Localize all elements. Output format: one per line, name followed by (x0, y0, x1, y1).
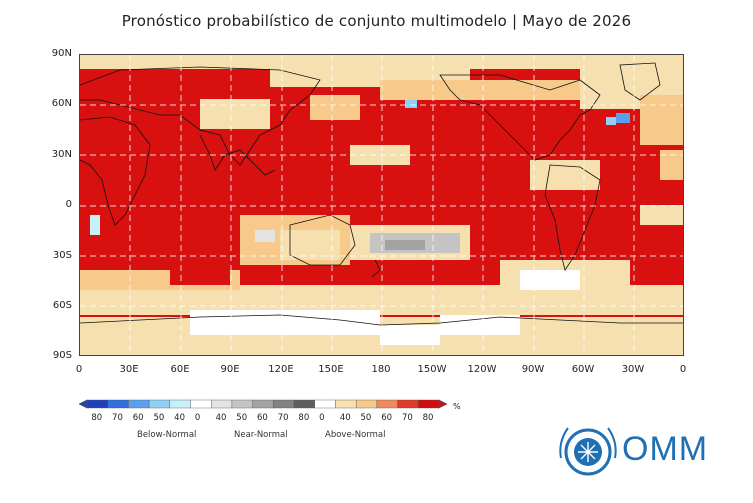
y-tick-label: 60S (52, 300, 72, 311)
y-tick-label: 30N (51, 149, 72, 160)
colorbar-cell (397, 399, 419, 409)
colorbar-number: 50 (236, 413, 248, 423)
colorbar-number: 70 (112, 413, 123, 423)
colorbar-number: 40 (174, 413, 185, 423)
x-tick-label: 90E (220, 364, 240, 375)
below-normal-label: Below-Normal (137, 430, 197, 440)
x-tick-label: 150E (318, 364, 344, 375)
y-tick-label: 60N (51, 98, 72, 109)
below-normal-area (616, 113, 630, 123)
above-normal-label: Above-Normal (325, 430, 386, 440)
graticule (80, 55, 683, 355)
x-tick-label: 0 (679, 364, 687, 375)
colorbar-cell (273, 399, 295, 409)
colorbar-number: 50 (360, 413, 372, 423)
wmo-emblem-icon (559, 427, 617, 476)
percent-label: % (453, 402, 461, 411)
colorbar-number: 70 (277, 413, 289, 423)
colorbar-number: 60 (257, 413, 268, 423)
colorbar-number: 60 (132, 413, 144, 423)
y-tick-label: 90N (51, 48, 72, 59)
colorbar-cell (355, 399, 378, 409)
x-tick-label: 30W (621, 364, 645, 375)
colorbar-cell (293, 399, 315, 409)
x-tick-label: 30E (119, 364, 139, 375)
colorbar-cell (169, 399, 191, 409)
omm-logo-text: OMM (622, 430, 709, 468)
colorbar-left-arrow (78, 399, 88, 409)
colorbar-cell (148, 399, 171, 409)
x-tick-label: 60W (571, 364, 595, 375)
x-tick-label: 180 (371, 364, 391, 375)
colorbar-cell (86, 399, 108, 409)
colorbar-cell (107, 399, 129, 409)
map-canvas (80, 55, 683, 355)
colorbar-legend: 80 70 60 50 40 0 40 50 60 70 80 0 40 50 60 70 80 % Below… (78, 398, 461, 448)
omm-logo (559, 427, 617, 476)
colorbar-cell (418, 399, 440, 409)
colorbar-cell (190, 399, 212, 409)
colorbar-right-arrow (438, 399, 448, 409)
map-title: Pronóstico probabilístico de conjunto mu… (121, 12, 632, 30)
colorbar-cell (314, 399, 336, 409)
colorbar-cells (86, 399, 440, 409)
colorbar-number: 0 (194, 413, 201, 423)
colorbar-number: 0 (319, 413, 325, 423)
colorbar-cell (128, 399, 150, 409)
colorbar-number: 40 (339, 413, 351, 423)
y-tick-label: 90S (52, 350, 72, 361)
near-normal-label: Near-Normal (234, 430, 288, 440)
x-tick-label: 60E (170, 364, 190, 375)
colorbar-cell (252, 399, 274, 409)
x-tick-label: 120E (268, 364, 294, 375)
x-tick-label: 0 (75, 364, 83, 375)
x-tick-label: 150W (417, 364, 447, 375)
colorbar-number: 80 (298, 413, 310, 423)
x-tick-label: 90W (521, 364, 545, 375)
y-tick-label: 0 (65, 199, 72, 210)
colorbar (78, 399, 448, 409)
colorbar-number: 60 (381, 413, 393, 423)
coastlines (80, 62, 683, 326)
colorbar-number: 80 (422, 413, 434, 423)
colorbar-cell (376, 399, 398, 409)
colorbar-cell (231, 399, 253, 409)
colorbar-number: 40 (215, 413, 227, 423)
forecast-map (79, 54, 684, 356)
colorbar-cell (211, 399, 233, 409)
colorbar-number: 50 (153, 413, 165, 423)
y-tick-label: 30S (52, 250, 72, 261)
x-tick-label: 120W (467, 364, 497, 375)
colorbar-cell (335, 399, 357, 409)
colorbar-number: 80 (91, 413, 103, 423)
colorbar-number: 70 (401, 413, 413, 423)
